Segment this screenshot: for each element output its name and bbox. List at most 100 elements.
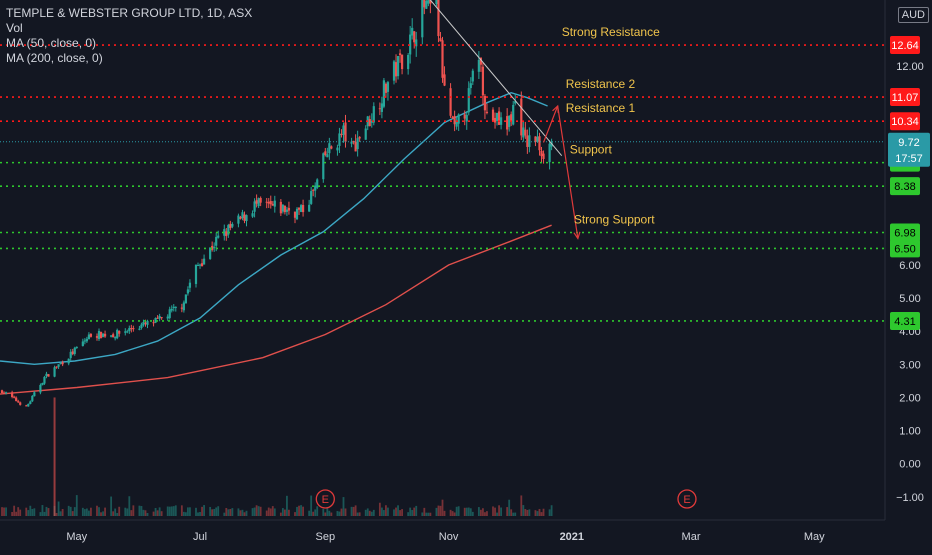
candle[interactable] bbox=[354, 141, 357, 152]
candle[interactable] bbox=[180, 307, 183, 309]
candle[interactable] bbox=[217, 235, 220, 238]
currency-label[interactable]: AUD bbox=[897, 7, 929, 23]
candle[interactable] bbox=[520, 98, 523, 136]
candle[interactable] bbox=[415, 39, 418, 47]
candle[interactable] bbox=[239, 217, 242, 219]
candle[interactable] bbox=[506, 116, 509, 130]
candle[interactable] bbox=[338, 133, 341, 146]
candle[interactable] bbox=[380, 103, 383, 112]
candle[interactable] bbox=[273, 200, 276, 207]
candle[interactable] bbox=[512, 104, 515, 125]
candle[interactable] bbox=[400, 54, 404, 70]
candle[interactable] bbox=[443, 74, 446, 86]
candle[interactable] bbox=[31, 396, 34, 402]
candle[interactable] bbox=[453, 116, 456, 125]
candle[interactable] bbox=[463, 114, 466, 119]
candle[interactable] bbox=[83, 340, 86, 342]
candle[interactable] bbox=[166, 316, 169, 319]
volume-spike-bar[interactable] bbox=[53, 397, 56, 516]
candle[interactable] bbox=[103, 333, 107, 337]
candle[interactable] bbox=[297, 207, 301, 210]
projection-arrow-up[interactable] bbox=[542, 105, 559, 143]
candle[interactable] bbox=[33, 392, 36, 397]
candle[interactable] bbox=[227, 225, 230, 235]
candle[interactable] bbox=[126, 331, 129, 333]
candle[interactable] bbox=[483, 95, 487, 111]
candle[interactable] bbox=[271, 203, 274, 206]
candle[interactable] bbox=[281, 204, 284, 212]
candle[interactable] bbox=[301, 205, 305, 213]
ma200-line[interactable] bbox=[0, 224, 552, 395]
candle[interactable] bbox=[124, 331, 127, 333]
candle[interactable] bbox=[328, 143, 331, 154]
candle[interactable] bbox=[457, 114, 460, 124]
candle[interactable] bbox=[95, 336, 99, 338]
candle[interactable] bbox=[407, 55, 410, 70]
candle[interactable] bbox=[73, 347, 76, 354]
candle[interactable] bbox=[245, 215, 248, 222]
candle[interactable] bbox=[499, 117, 503, 125]
candle[interactable] bbox=[215, 236, 218, 246]
candle[interactable] bbox=[45, 373, 48, 377]
candle[interactable] bbox=[344, 122, 347, 142]
candle[interactable] bbox=[279, 201, 282, 214]
candle[interactable] bbox=[293, 211, 297, 218]
candle[interactable] bbox=[508, 115, 511, 127]
earnings-event-icon[interactable] bbox=[677, 489, 697, 509]
candle[interactable] bbox=[128, 328, 131, 331]
candle[interactable] bbox=[209, 247, 212, 259]
candle[interactable] bbox=[398, 53, 402, 56]
candle[interactable] bbox=[336, 147, 339, 151]
candle[interactable] bbox=[485, 111, 489, 113]
candle[interactable] bbox=[97, 330, 101, 340]
candle[interactable] bbox=[386, 82, 390, 92]
candle[interactable] bbox=[253, 201, 256, 212]
candle[interactable] bbox=[493, 117, 497, 123]
candle[interactable] bbox=[285, 209, 289, 212]
candle[interactable] bbox=[231, 223, 234, 227]
candle[interactable] bbox=[358, 136, 361, 139]
candle[interactable] bbox=[241, 212, 244, 219]
candle[interactable] bbox=[59, 362, 62, 364]
candle[interactable] bbox=[287, 207, 291, 211]
candle[interactable] bbox=[156, 317, 159, 319]
candle[interactable] bbox=[87, 334, 91, 340]
candle[interactable] bbox=[370, 121, 373, 123]
candle[interactable] bbox=[429, 0, 432, 4]
candle[interactable] bbox=[435, 0, 438, 5]
candle[interactable] bbox=[540, 150, 543, 157]
candle[interactable] bbox=[41, 382, 44, 386]
candle[interactable] bbox=[299, 205, 303, 212]
candle[interactable] bbox=[542, 153, 545, 159]
candle[interactable] bbox=[194, 264, 198, 284]
candle[interactable] bbox=[269, 201, 272, 205]
candle[interactable] bbox=[536, 136, 539, 142]
legend-ma50[interactable]: MA (50, close, 0) bbox=[6, 36, 97, 50]
candle[interactable] bbox=[310, 191, 313, 204]
candle[interactable] bbox=[0, 390, 4, 394]
candle[interactable] bbox=[322, 153, 325, 180]
candle[interactable] bbox=[168, 309, 171, 318]
candle[interactable] bbox=[538, 136, 541, 151]
candle[interactable] bbox=[89, 333, 93, 337]
candle[interactable] bbox=[61, 362, 64, 365]
candle[interactable] bbox=[39, 385, 42, 393]
candle[interactable] bbox=[368, 119, 371, 127]
candle[interactable] bbox=[427, 0, 430, 4]
candle[interactable] bbox=[423, 0, 426, 8]
candle[interactable] bbox=[116, 329, 119, 339]
candle[interactable] bbox=[382, 80, 386, 107]
candle[interactable] bbox=[55, 366, 58, 368]
candle[interactable] bbox=[497, 111, 501, 125]
candle[interactable] bbox=[522, 127, 525, 138]
candle[interactable] bbox=[152, 322, 155, 324]
candle[interactable] bbox=[481, 66, 485, 96]
candle[interactable] bbox=[13, 396, 16, 398]
candle[interactable] bbox=[342, 125, 345, 135]
candle[interactable] bbox=[326, 154, 329, 158]
candle[interactable] bbox=[71, 351, 74, 355]
candle[interactable] bbox=[356, 138, 359, 150]
candle[interactable] bbox=[144, 322, 147, 324]
candle[interactable] bbox=[409, 34, 412, 55]
